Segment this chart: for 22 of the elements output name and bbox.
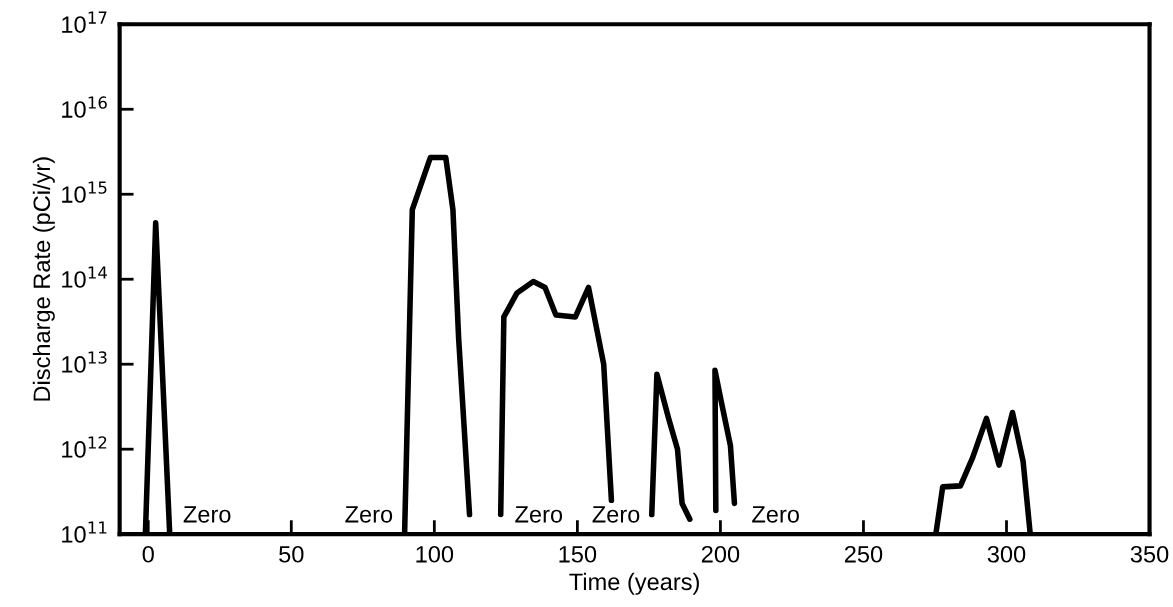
annotation: Zero [752, 506, 799, 523]
y-tick-label: 10$^{11}$ [62, 521, 107, 543]
x-tick-label: 0 [142, 545, 154, 563]
y-axis-title: Discharge Rate (pCi/yr) [32, 157, 55, 401]
x-axis-title: Time (years) [569, 572, 699, 595]
y-tick-label: 10$^{15}$ [62, 181, 107, 203]
y-tick-label: 10$^{16}$ [62, 96, 107, 118]
x-tick-label: 100 [416, 545, 454, 563]
annotation: Zero [592, 506, 640, 523]
y-tick-label: 10$^{14}$ [62, 266, 107, 288]
x-tick-label: 250 [844, 545, 883, 563]
x-tick-label: 50 [279, 545, 304, 563]
x-tick-label: 150 [559, 545, 597, 563]
annotation: Zero [183, 506, 231, 523]
x-tick-label: 350 [1130, 545, 1169, 563]
annotation: Zero [345, 506, 393, 523]
x-tick-label: 300 [987, 545, 1026, 563]
y-tick-label: 10$^{17}$ [62, 11, 107, 33]
annotation: Zero [515, 506, 563, 523]
y-tick-label: 10$^{13}$ [62, 351, 107, 373]
x-tick-label: 200 [701, 545, 740, 563]
y-tick-label: 10$^{12}$ [62, 436, 107, 458]
